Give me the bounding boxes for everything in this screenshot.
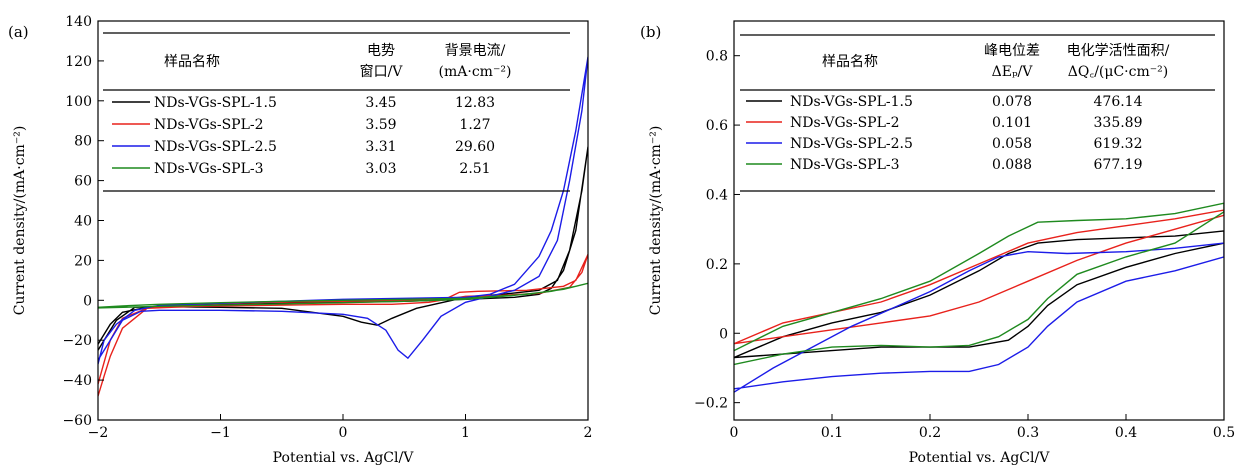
chart-panel-b: (b)0 0.1 0.2 0.3 0.4 0.5−0.200.20.40.60.8Pote… (640, 20, 1235, 466)
y-tick-label: 100 (65, 94, 92, 110)
x-tick-label: 1 (461, 425, 470, 441)
table-header-1-line2: ΔEₚ/V (992, 64, 1034, 80)
series-line-nds-vgs-spl-1.5 (98, 146, 588, 351)
series-group (734, 202, 1224, 393)
y-tick-label: 0 (83, 293, 92, 309)
x-tick-label: 0.2 (919, 425, 941, 441)
x-tick-label: 2 (584, 425, 593, 441)
table-row-value-2: 335.89 (1094, 115, 1143, 131)
table-row-value-2: 29.60 (455, 139, 495, 155)
table-header-0: 样品名称 (164, 54, 220, 70)
table-row-value-2: 476.14 (1094, 94, 1143, 110)
y-tick-label: −60 (62, 413, 92, 429)
table-header-1-line1: 峰电位差 (984, 43, 1040, 59)
panel-label: (b) (640, 23, 661, 41)
y-tick-label: 140 (65, 14, 92, 30)
x-tick-label: 0.3 (1017, 425, 1039, 441)
table-row-name: NDs-VGs-SPL-2 (790, 115, 900, 131)
y-axis-label: Current density/(mA·cm⁻²) (12, 126, 28, 316)
panel-label: (a) (8, 23, 29, 41)
y-tick-label: −40 (62, 373, 92, 389)
table-header-1-line1: 电势 (367, 43, 395, 59)
y-tick-label: 0 (719, 326, 728, 342)
table-row-value-2: 2.51 (459, 161, 490, 177)
table-header-2-line2: (mA·cm⁻²) (439, 64, 512, 80)
table-row-name: NDs-VGs-SPL-1.5 (154, 95, 277, 111)
x-axis-label: Potential vs. AgCl/V (273, 450, 415, 466)
table-header-2-line1: 电化学活性面积/ (1067, 43, 1170, 59)
table-header-2-line2: ΔQ꜀/(μC·cm⁻²) (1068, 64, 1168, 80)
plot-frame (97, 20, 589, 421)
y-tick-label: 0.8 (706, 49, 728, 65)
table-row-name: NDs-VGs-SPL-3 (790, 157, 900, 173)
y-tick-label: 60 (74, 174, 92, 190)
table-row-value-1: 0.058 (992, 136, 1032, 152)
table-row-value-2: 12.83 (455, 95, 495, 111)
table-row-value-1: 0.078 (992, 94, 1032, 110)
table-header-0: 样品名称 (822, 54, 878, 70)
series-line-nds-vgs-spl-2.5 (734, 242, 1224, 393)
x-tick-label: −2 (88, 425, 109, 441)
table-header-1-line2: 窗口/V (360, 63, 404, 80)
y-tick-label: 0.2 (706, 257, 728, 273)
x-tick-label: 0 (730, 425, 739, 441)
chart-panel-a: (a) −2 −1 0 1 2 −60 −40 −20 0 20 40 60 80 100 120 140 Pot… (8, 14, 592, 466)
table-row-name: NDs-VGs-SPL-1.5 (790, 94, 913, 110)
y-tick-label: 80 (74, 134, 92, 150)
table-row-value-1: 3.59 (365, 117, 396, 133)
table-row-value-2: 677.19 (1094, 157, 1143, 173)
series-line-nds-vgs-spl-3 (98, 282, 588, 309)
series-group (98, 56, 588, 397)
x-tick-label: −1 (210, 425, 231, 441)
y-tick-label: −20 (62, 333, 92, 349)
y-tick-label: 20 (74, 253, 92, 269)
y-axis-label: Current density/(mA·cm⁻²) (648, 126, 664, 316)
table-row-value-1: 0.088 (992, 157, 1032, 173)
table-row-name: NDs-VGs-SPL-2.5 (790, 136, 913, 152)
x-tick-label: 0 (339, 425, 348, 441)
y-tick-label: −0.2 (694, 396, 728, 412)
x-tick-label: 0.5 (1213, 425, 1235, 441)
table-row-name: NDs-VGs-SPL-2 (154, 117, 264, 133)
y-tick-label: 40 (74, 214, 92, 230)
series-line-nds-vgs-spl-2.5 (98, 56, 588, 365)
table-row-name: NDs-VGs-SPL-3 (154, 161, 264, 177)
table-row-value-1: 3.45 (365, 95, 396, 111)
series-line-nds-vgs-spl-2 (98, 254, 588, 397)
legend-table: 样品名称 峰电位差 ΔEₚ/V 电化学活性面积/ΔQ꜀/(μC·cm⁻²) NDs-VG… (740, 34, 1215, 192)
table-row-value-2: 619.32 (1094, 136, 1143, 152)
table-row-value-1: 3.31 (365, 139, 396, 155)
table-row-value-1: 0.101 (992, 115, 1032, 131)
x-tick-label: 0.4 (1115, 425, 1137, 441)
y-tick-label: 120 (65, 54, 92, 70)
y-tick-label: 0.4 (706, 187, 728, 203)
table-row-value-1: 3.03 (365, 161, 396, 177)
series-line-nds-vgs-spl-3 (734, 202, 1224, 366)
x-axis-label: Potential vs. AgCl/V (909, 450, 1051, 466)
y-tick-label: 0.6 (706, 118, 728, 134)
plot-frame (733, 20, 1225, 421)
series-line-nds-vgs-spl-2 (734, 209, 1224, 345)
table-header-2-line1: 背景电流/ (445, 43, 506, 59)
x-tick-label: 0.1 (821, 425, 843, 441)
table-row-value-2: 1.27 (459, 117, 490, 133)
table-row-name: NDs-VGs-SPL-2.5 (154, 139, 277, 155)
